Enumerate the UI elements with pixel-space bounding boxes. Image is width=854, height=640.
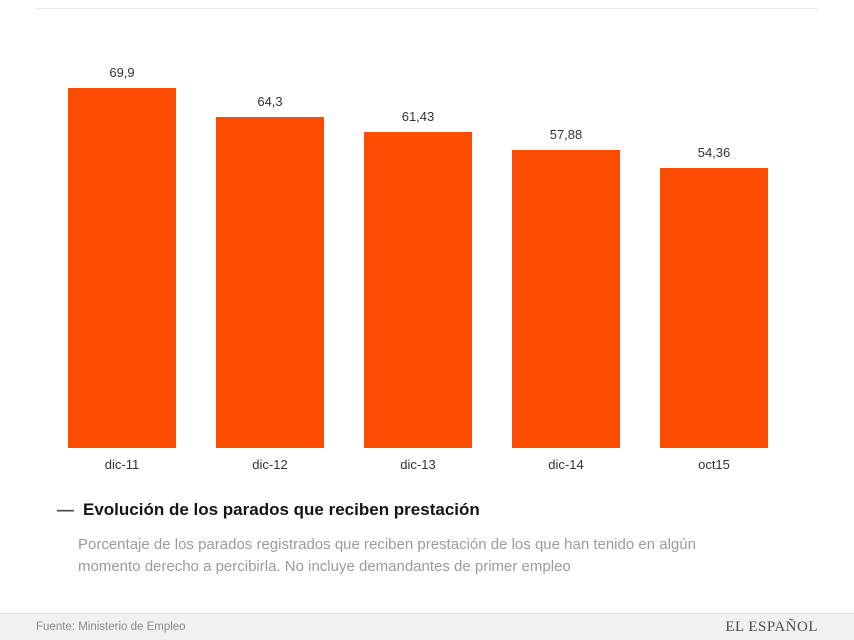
bar[interactable] xyxy=(660,168,768,448)
x-axis-label: oct15 xyxy=(698,457,730,472)
x-axis-label: dic-14 xyxy=(548,457,584,472)
bar-column: 69,9 xyxy=(68,65,176,448)
bar-column: 57,88 xyxy=(512,127,620,448)
bar[interactable] xyxy=(216,116,324,448)
legend-dash-icon: — xyxy=(57,500,74,519)
chart-legend[interactable]: — Evolución de los parados que reciben p… xyxy=(57,500,480,520)
bar-value-label: 61,43 xyxy=(401,108,435,124)
bar[interactable] xyxy=(68,88,176,448)
x-axis-label: dic-11 xyxy=(104,457,140,472)
bar-value-label: 57,88 xyxy=(549,127,583,142)
plot-area: 69,9 64,3 61,43 57,88 54,36 xyxy=(68,0,768,448)
x-axis: dic-11 dic-12 dic-13 dic-14 oct15 xyxy=(68,452,768,472)
top-divider xyxy=(36,8,818,9)
brand-logo: EL ESPAÑOL xyxy=(725,618,818,635)
source-credit: Fuente: Ministerio de Empleo xyxy=(36,621,186,633)
chart-title: Evolución de los parados que reciben pre… xyxy=(83,500,480,519)
bar-column: 54,36 xyxy=(660,145,768,448)
bar-column: 64,3 xyxy=(216,94,324,448)
bar-column: 61,43 xyxy=(364,109,472,448)
chart-subtitle: Porcentaje de los parados registrados qu… xyxy=(78,536,696,575)
x-axis-label: dic-13 xyxy=(400,457,436,472)
x-axis-label: dic-12 xyxy=(252,457,288,472)
bar-value-label: 54,36 xyxy=(697,145,731,161)
footer-bar: Fuente: Ministerio de Empleo EL ESPAÑOL xyxy=(0,613,854,640)
bar-value-label: 64,3 xyxy=(257,93,283,109)
bar-value-label: 69,9 xyxy=(109,65,135,81)
bar[interactable] xyxy=(512,150,620,448)
bar[interactable] xyxy=(364,131,472,448)
